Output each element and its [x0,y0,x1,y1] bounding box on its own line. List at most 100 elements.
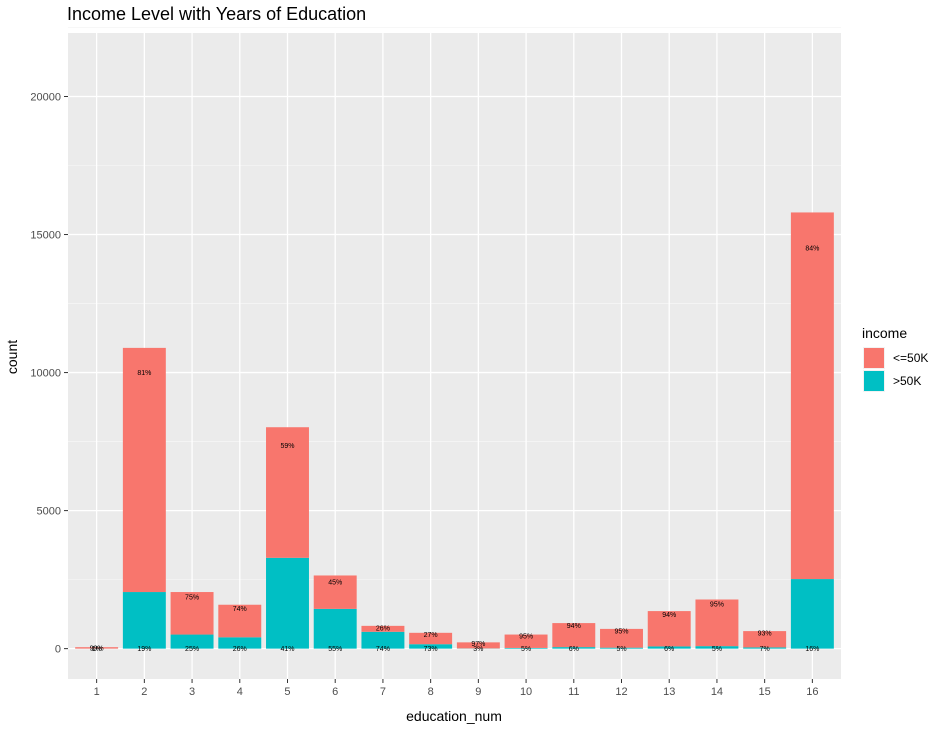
plot-panel [68,33,841,679]
bar-le50k-6 [313,575,357,609]
bar-gt50k-5 [266,557,309,649]
bar-le50k-11 [552,623,596,648]
bar-label-le50k-8: 27% [424,632,438,639]
x-tick-label: 4 [237,686,243,698]
x-tick-label: 16 [806,686,818,698]
bar-gt50k-2 [122,592,166,649]
bar-le50k-15 [743,631,787,648]
x-tick-label: 6 [332,686,338,698]
y-tick-label: 15000 [30,230,61,242]
bar-label-le50k-6: 45% [328,579,342,586]
x-axis-title: education_num [406,708,502,724]
gridlines [68,27,841,679]
y-axis: 0 5000 10000 15000 20000 [30,91,68,656]
bar-label-gt50k-10: 5% [521,646,531,653]
bar-labels: 99%1% 81% 19% 75% 25% 74% 26% 59% 41% 45% 55% 26% 74… [90,245,820,653]
bar-label-gt50k-15: 7% [760,646,770,653]
bar-label-le50k-9: 97% [471,641,485,648]
x-tick-label: 7 [380,686,386,698]
bar-label-gt50k-2: 19% [137,646,151,653]
bar-gt50k-7 [361,631,405,649]
bar-label-gt50k-4: 26% [233,646,247,653]
chart-title: Income Level with Years of Education [67,4,366,24]
bar-gt50k-4 [218,637,262,649]
bar-gt50k-15 [743,647,787,649]
bar-gt50k-8 [409,644,453,649]
bar-le50k-3 [170,592,214,635]
bar-le50k-5 [266,427,309,558]
bar-gt50k-10 [504,647,548,649]
bar-le50k-14 [695,599,739,647]
bar-le50k-1 [75,647,119,649]
legend-label: >50K [893,374,921,388]
bars [75,212,834,649]
legend-swatch [864,371,884,391]
y-tick-label: 10000 [30,368,61,380]
bar-gt50k-16 [790,579,834,649]
x-tick-label: 5 [284,686,290,698]
bar-le50k-16 [790,212,834,580]
bar-gt50k-12 [600,647,643,649]
bar-le50k-10 [504,634,548,648]
bar-le50k-9 [456,642,500,649]
bar-label-le50k-7: 26% [376,626,390,633]
bar-label-gt50k-14: 5% [712,646,722,653]
bar-le50k-7 [361,625,405,632]
bar-le50k-12 [600,628,643,648]
y-tick-label: 20000 [30,91,61,103]
bar-label-le50k-13: 94% [662,612,676,619]
legend: income <=50K >50K [862,325,928,392]
bar-label-le50k-1: 99% [90,645,104,652]
x-tick-label: 15 [759,686,771,698]
y-tick-label: 5000 [37,506,61,518]
bar-label-gt50k-11: 6% [569,646,579,653]
legend-swatch [864,348,884,368]
legend-items: <=50K >50K [863,347,928,392]
x-tick-label: 11 [568,686,579,698]
bar-label-le50k-5: 59% [280,443,294,450]
bar-label-gt50k-13: 6% [664,646,674,653]
x-tick-label: 12 [615,686,627,698]
x-tick-label: 1 [94,686,100,698]
bar-label-gt50k-6: 55% [328,646,342,653]
bar-label-gt50k-9: 3% [473,646,483,653]
x-tick-label: 9 [475,686,481,698]
bar-gt50k-14 [695,646,739,649]
bar-label-gt50k-8: 73% [424,646,438,653]
bar-label-le50k-3: 75% [185,595,199,602]
bar-label-le50k-15: 93% [758,631,772,638]
bar-label-gt50k-12: 5% [616,646,626,653]
bar-label-le50k-16: 84% [805,245,819,252]
bar-le50k-8 [409,632,453,645]
x-tick-label: 14 [711,686,723,698]
bar-le50k-13 [647,611,691,647]
x-axis: 1 2 3 4 5 6 7 8 9 10 11 12 13 14 15 16 [94,679,818,698]
y-axis-title: count [4,340,20,374]
bar-label-le50k-14: 95% [710,601,724,608]
bar-label-le50k-4: 74% [233,606,247,613]
legend-label: <=50K [893,351,928,365]
bar-label-le50k-2: 81% [137,370,151,377]
bar-le50k-2 [122,347,166,593]
bar-gt50k-3 [170,634,214,649]
y-tick-label: 0 [55,644,61,656]
bar-gt50k-6 [313,608,357,649]
x-tick-label: 8 [428,686,434,698]
bar-label-le50k-11: 94% [567,623,581,630]
bar-label-gt50k-1: 1% [92,646,102,653]
x-tick-label: 13 [663,686,675,698]
legend-title: income [862,325,907,341]
bar-gt50k-13 [647,646,691,649]
bar-label-gt50k-16: 16% [805,646,819,653]
bar-label-gt50k-7: 74% [376,646,390,653]
x-tick-label: 2 [141,686,147,698]
bar-le50k-4 [218,604,262,638]
x-tick-label: 3 [189,686,195,698]
bar-label-gt50k-5: 41% [280,646,294,653]
bar-label-le50k-10: 95% [519,634,533,641]
bar-label-gt50k-3: 25% [185,646,199,653]
x-tick-label: 10 [520,686,532,698]
bar-label-le50k-12: 95% [614,628,628,635]
bar-gt50k-11 [552,647,596,649]
